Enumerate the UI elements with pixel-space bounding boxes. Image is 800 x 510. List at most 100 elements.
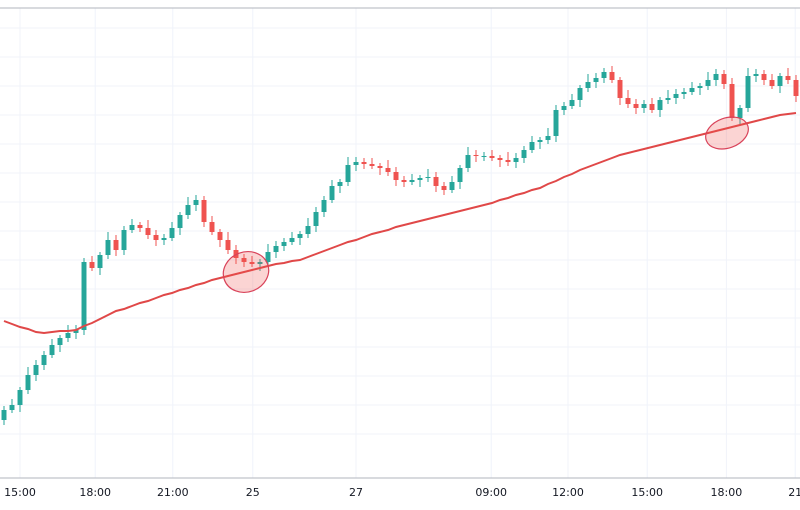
- candle-body: [377, 166, 383, 168]
- candle-body: [649, 104, 655, 110]
- candle-body: [457, 168, 463, 182]
- candle-body: [673, 94, 679, 98]
- x-tick-label: 15:00: [631, 486, 663, 499]
- candle-body: [609, 72, 615, 80]
- candle-body: [681, 92, 687, 94]
- candle-body: [209, 222, 215, 232]
- candle-body: [553, 110, 559, 136]
- candle-body: [769, 80, 775, 86]
- candle-body: [689, 88, 695, 92]
- candle-body: [393, 172, 399, 180]
- candle-body: [305, 226, 311, 234]
- candle-body: [713, 74, 719, 80]
- x-tick-label: 09:00: [475, 486, 507, 499]
- candle-body: [289, 238, 295, 242]
- candle-body: [729, 84, 735, 118]
- candle-body: [521, 150, 527, 158]
- candle-body: [297, 234, 303, 238]
- candle-body: [57, 338, 63, 345]
- x-tick-label: 18:00: [711, 486, 743, 499]
- candle-body: [513, 158, 519, 162]
- candle-body: [633, 104, 639, 108]
- candle-body: [753, 74, 759, 76]
- candle-body: [121, 230, 127, 250]
- candle-body: [417, 178, 423, 180]
- candle-body: [201, 200, 207, 222]
- moving-average-line: [3, 112, 797, 335]
- candle-body: [41, 355, 47, 365]
- x-axis: 15:00 18:00 21:00 25 27 09:00 12:00 15:00 18:00 2…: [4, 486, 800, 499]
- candle-body: [665, 98, 671, 100]
- candle-body: [449, 182, 455, 190]
- candle-body: [497, 158, 503, 160]
- candle-body: [17, 390, 23, 405]
- candle-body: [761, 74, 767, 80]
- candle-body: [705, 80, 711, 86]
- candle-body: [529, 142, 535, 150]
- candle-body: [241, 258, 247, 262]
- candle-body: [793, 80, 799, 96]
- candle-body: [505, 160, 511, 162]
- candle-body: [225, 240, 231, 250]
- candle-body: [161, 238, 167, 240]
- candle-body: [569, 100, 575, 106]
- candle-body: [169, 228, 175, 238]
- candle-body: [561, 106, 567, 110]
- candle-body: [1, 410, 7, 420]
- candle-body: [9, 405, 15, 410]
- x-tick-label: 27: [349, 486, 363, 499]
- candle-body: [193, 200, 199, 205]
- candle-body: [785, 76, 791, 80]
- candle-body: [329, 186, 335, 200]
- candle-body: [401, 180, 407, 182]
- candle-body: [385, 168, 391, 172]
- x-tick-label: 21:00: [157, 486, 189, 499]
- candle-body: [481, 156, 487, 157]
- x-tick-label: 21: [788, 486, 800, 499]
- candle-body: [641, 104, 647, 108]
- candle-body: [345, 165, 351, 182]
- candle-body: [265, 252, 271, 262]
- candle-body: [65, 333, 71, 338]
- candle-body: [721, 74, 727, 84]
- candle-body: [537, 140, 543, 142]
- candle-body: [73, 330, 79, 333]
- candle-body: [337, 182, 343, 186]
- candle-body: [585, 82, 591, 88]
- candle-body: [129, 225, 135, 230]
- x-tick-label: 12:00: [552, 486, 584, 499]
- candle-body: [49, 345, 55, 355]
- candle-body: [545, 136, 551, 140]
- x-tick-label: 15:00: [4, 486, 36, 499]
- candle-body: [433, 177, 439, 186]
- candles: [1, 66, 799, 425]
- candle-body: [697, 86, 703, 88]
- highlight-ellipse: [222, 251, 270, 293]
- candle-body: [441, 186, 447, 190]
- candle-body: [177, 215, 183, 228]
- candle-body: [369, 164, 375, 166]
- candle-body: [97, 255, 103, 268]
- candle-body: [81, 262, 87, 330]
- highlight-ellipse: [705, 116, 749, 150]
- candle-body: [425, 177, 431, 178]
- candle-body: [25, 375, 31, 390]
- candle-body: [249, 262, 255, 264]
- candle-body: [361, 162, 367, 164]
- candle-body: [745, 76, 751, 108]
- candle-body: [737, 108, 743, 118]
- candle-body: [33, 365, 39, 375]
- candle-body: [409, 180, 415, 182]
- x-tick-label: 18:00: [79, 486, 111, 499]
- candle-body: [185, 205, 191, 215]
- candle-body: [489, 156, 495, 158]
- candle-body: [89, 262, 95, 268]
- candle-body: [353, 162, 359, 165]
- candle-body: [593, 78, 599, 82]
- candle-body: [321, 200, 327, 212]
- candle-body: [145, 228, 151, 235]
- candle-body: [617, 80, 623, 98]
